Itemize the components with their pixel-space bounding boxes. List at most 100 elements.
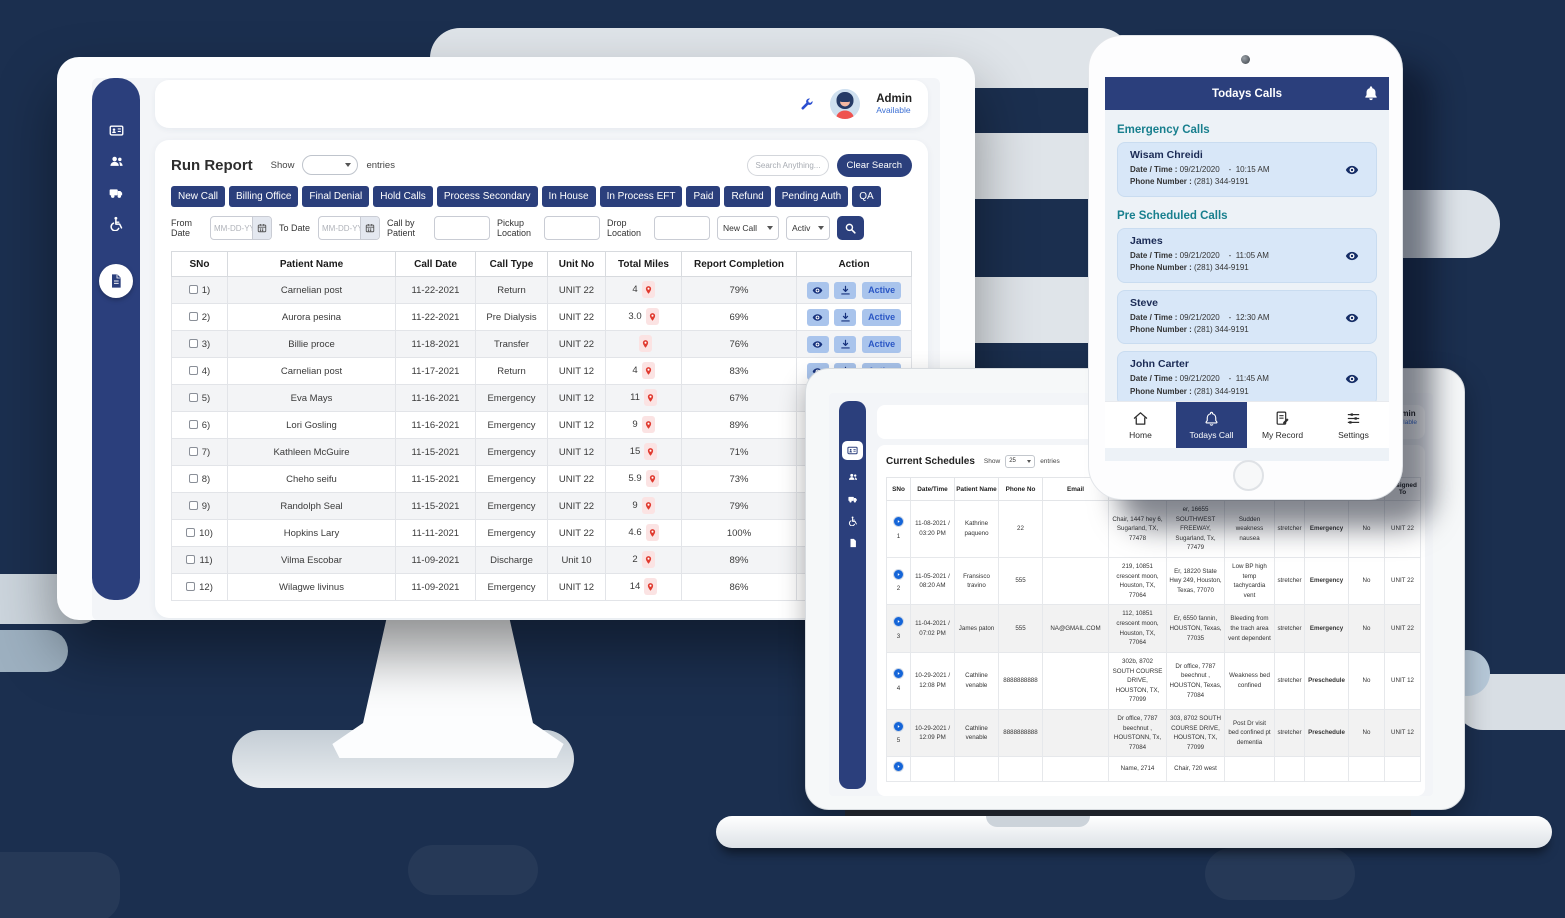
cell-call-type: Emergency bbox=[475, 384, 548, 412]
wrench-icon[interactable] bbox=[799, 97, 814, 112]
active-button[interactable]: Active bbox=[862, 335, 902, 353]
location-pin-icon[interactable] bbox=[641, 551, 655, 569]
tab-home[interactable]: Home bbox=[1105, 402, 1176, 448]
call-card[interactable]: Steve Date / Time : 09/21/2020 - 12:30 A… bbox=[1117, 289, 1377, 345]
location-pin-icon[interactable] bbox=[641, 497, 655, 515]
status-select[interactable]: Activ bbox=[786, 216, 830, 240]
filter-chip[interactable]: In House bbox=[541, 186, 596, 207]
calendar-icon[interactable] bbox=[360, 217, 379, 239]
from-date-input[interactable]: MM-DD-YYYY bbox=[210, 216, 272, 240]
team-icon[interactable] bbox=[108, 153, 124, 169]
call-card[interactable]: Wisam Chreidi Date / Time : 09/21/2020 -… bbox=[1117, 142, 1377, 197]
location-pin-icon[interactable] bbox=[644, 443, 658, 461]
row-checkbox[interactable] bbox=[186, 527, 196, 537]
filter-chip[interactable]: QA bbox=[852, 186, 881, 207]
search-button[interactable] bbox=[837, 216, 864, 240]
pickup-location-input[interactable] bbox=[544, 216, 600, 240]
start-call-button[interactable] bbox=[893, 668, 904, 680]
start-call-button[interactable] bbox=[893, 761, 904, 773]
tab-todays-call[interactable]: Todays Call bbox=[1176, 402, 1247, 448]
clear-search-button[interactable]: Clear Search bbox=[836, 153, 912, 177]
view-call-icon[interactable] bbox=[1342, 372, 1362, 386]
view-button[interactable] bbox=[806, 281, 829, 299]
cell-call-date: 11-15-2021 bbox=[395, 465, 476, 493]
location-pin-icon[interactable] bbox=[641, 281, 655, 299]
start-call-button[interactable] bbox=[893, 568, 904, 580]
filter-chip[interactable]: New Call bbox=[171, 186, 226, 207]
bell-icon[interactable] bbox=[1363, 85, 1379, 101]
row-checkbox[interactable] bbox=[188, 392, 198, 402]
drop-location-input[interactable] bbox=[654, 216, 710, 240]
tab-settings[interactable]: Settings bbox=[1318, 402, 1389, 448]
row-checkbox[interactable] bbox=[188, 446, 198, 456]
view-call-icon[interactable] bbox=[1342, 249, 1362, 263]
call-card[interactable]: James Date / Time : 09/21/2020 - 11:05 A… bbox=[1117, 227, 1377, 283]
start-call-button[interactable] bbox=[893, 516, 904, 528]
start-call-button[interactable] bbox=[893, 616, 904, 628]
team-icon[interactable] bbox=[848, 472, 858, 482]
view-call-icon[interactable] bbox=[1342, 163, 1362, 177]
report-icon[interactable] bbox=[848, 538, 858, 548]
location-pin-icon[interactable] bbox=[641, 416, 655, 434]
active-button[interactable]: Active bbox=[862, 281, 902, 299]
active-button[interactable]: Active bbox=[862, 308, 902, 326]
location-pin-icon[interactable] bbox=[645, 470, 659, 488]
wheelchair-icon[interactable] bbox=[108, 215, 124, 231]
cell-report-completion: 86% bbox=[681, 573, 797, 601]
search-anything-input[interactable]: Search Anything... bbox=[746, 154, 829, 176]
filter-chip[interactable]: Hold Calls bbox=[373, 186, 433, 207]
row-checkbox[interactable] bbox=[188, 365, 198, 375]
row-checkbox[interactable] bbox=[186, 554, 196, 564]
filter-chip[interactable]: Refund bbox=[724, 186, 771, 207]
ambulance-icon[interactable] bbox=[108, 184, 124, 200]
wheelchair-icon[interactable] bbox=[848, 516, 858, 526]
to-date-input[interactable]: MM-DD-YYYY bbox=[318, 216, 380, 240]
location-pin-icon[interactable] bbox=[639, 335, 652, 353]
id-card-icon-active[interactable] bbox=[842, 441, 863, 460]
entries-select[interactable]: 25 bbox=[1005, 454, 1036, 468]
call-by-patient-input[interactable] bbox=[434, 216, 490, 240]
view-button[interactable] bbox=[806, 335, 829, 353]
id-card-icon[interactable] bbox=[108, 122, 124, 138]
tablet-home-button[interactable] bbox=[1233, 460, 1264, 491]
cell-patient-name: Kathleen McGuire bbox=[227, 438, 396, 466]
call-type-select[interactable]: New Call bbox=[717, 216, 779, 240]
avatar[interactable] bbox=[830, 89, 861, 119]
location-pin-icon[interactable] bbox=[645, 308, 659, 326]
row-checkbox[interactable] bbox=[186, 581, 196, 591]
row-checkbox[interactable] bbox=[188, 338, 198, 348]
location-pin-icon[interactable] bbox=[641, 362, 655, 380]
view-call-icon[interactable] bbox=[1342, 311, 1362, 325]
tab-my-record[interactable]: My Record bbox=[1247, 402, 1318, 448]
filter-chip[interactable]: Billing Office bbox=[229, 186, 299, 207]
schedule-row: 4 10-29-2021 / 12:08 PM Cathline venable… bbox=[886, 651, 1421, 710]
calendar-icon[interactable] bbox=[252, 217, 271, 239]
entries-select[interactable] bbox=[302, 155, 359, 175]
start-call-button[interactable] bbox=[893, 720, 904, 732]
row-checkbox[interactable] bbox=[188, 284, 198, 294]
row-checkbox[interactable] bbox=[188, 473, 198, 483]
filter-chip[interactable]: Paid bbox=[686, 186, 721, 207]
filter-chip[interactable]: Final Denial bbox=[302, 186, 370, 207]
row-checkbox[interactable] bbox=[188, 419, 198, 429]
view-button[interactable] bbox=[806, 308, 829, 326]
row-checkbox[interactable] bbox=[188, 311, 198, 321]
cell-type: stretcher bbox=[1274, 708, 1305, 758]
call-card[interactable]: John Carter Date / Time : 09/21/2020 - 1… bbox=[1117, 351, 1377, 407]
bell-icon bbox=[1203, 410, 1220, 427]
location-pin-icon[interactable] bbox=[644, 578, 658, 596]
download-button[interactable] bbox=[834, 335, 857, 353]
filter-chip[interactable]: Pending Auth bbox=[774, 186, 849, 207]
row-number: 3) bbox=[201, 338, 211, 350]
prescheduled-calls-heading: Pre Scheduled Calls bbox=[1117, 209, 1228, 222]
download-button[interactable] bbox=[834, 281, 857, 299]
ambulance-icon[interactable] bbox=[847, 494, 858, 504]
report-icon-active[interactable] bbox=[99, 264, 133, 298]
download-button[interactable] bbox=[834, 308, 857, 326]
filter-chip[interactable]: Process Secondary bbox=[436, 186, 538, 207]
location-pin-icon[interactable] bbox=[645, 524, 659, 542]
filter-chip[interactable]: In Process EFT bbox=[599, 186, 683, 207]
cell-complaint: Weakness bed confined bbox=[1224, 651, 1275, 710]
location-pin-icon[interactable] bbox=[643, 389, 657, 407]
row-checkbox[interactable] bbox=[188, 500, 198, 510]
